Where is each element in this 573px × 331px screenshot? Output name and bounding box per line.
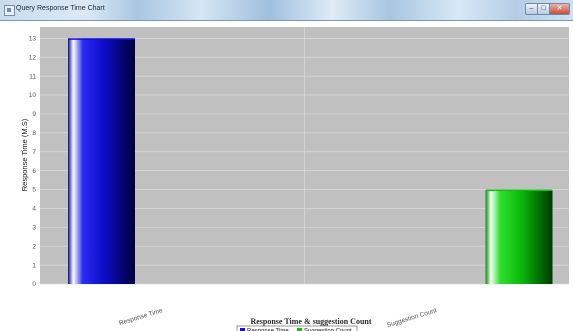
y-tick-label: 4: [32, 206, 36, 213]
minimize-button[interactable]: –: [525, 3, 538, 15]
chart-panel: 0 1 2 3 4 5 6 7 8 9 10 11 12 13 Response Time Suggesti…: [0, 21, 573, 331]
y-tick-label: 11: [29, 73, 36, 80]
bar-top-edge: [68, 38, 135, 40]
legend: Response Time Suggestion Count: [236, 325, 358, 331]
window-titlebar[interactable]: Query Response Time Chart – □ ✕: [0, 0, 573, 21]
y-tick-label: 6: [32, 168, 36, 175]
bar-top-edge: [485, 189, 553, 192]
bars: [68, 38, 553, 285]
y-tick-label: 3: [32, 225, 36, 232]
window-title: Query Response Time Chart: [16, 5, 105, 12]
x-tick-label: Response Time: [118, 307, 164, 327]
legend-swatch: [297, 328, 302, 331]
close-button[interactable]: ✕: [550, 3, 570, 15]
app-window-icon: [4, 5, 15, 16]
bar-response-time: [68, 38, 135, 285]
y-tick-label: 2: [32, 243, 36, 250]
legend-label: Response Time: [247, 329, 289, 331]
y-tick-label: 10: [29, 92, 37, 99]
legend-label: Suggestion Count: [304, 329, 352, 331]
chart-title: Response Time & suggestion Count: [250, 317, 371, 326]
legend-swatch: [240, 328, 245, 331]
y-tick-label: 8: [32, 130, 36, 137]
y-tick-label: 0: [32, 281, 36, 288]
window-controls: – □ ✕: [525, 3, 570, 15]
y-tick-label: 5: [32, 187, 36, 194]
bar-suggestion-count: [485, 189, 553, 284]
y-axis-label: Response Time (M.S): [20, 118, 29, 191]
maximize-button[interactable]: □: [538, 3, 550, 15]
y-tick-label: 12: [29, 54, 37, 61]
y-tick-label: 1: [32, 262, 36, 269]
y-tick-label: 13: [29, 36, 37, 43]
y-tick-label: 7: [32, 149, 36, 156]
x-tick-label: Suggestion Count: [386, 307, 438, 329]
y-tick-label: 9: [32, 111, 36, 118]
